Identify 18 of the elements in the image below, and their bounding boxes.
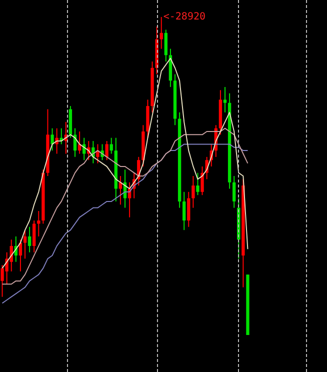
candlestick	[196, 172, 200, 196]
candlestick	[164, 29, 168, 62]
candlestick	[232, 176, 236, 208]
candlestick	[223, 86, 227, 113]
candlestick	[200, 166, 204, 196]
candlestick	[96, 144, 100, 164]
candlestick	[110, 137, 113, 154]
candlestick	[28, 226, 32, 253]
candlestick	[37, 210, 40, 237]
candlestick	[182, 191, 186, 231]
candlestick	[187, 191, 190, 228]
candlestick	[32, 220, 36, 253]
candlestick	[192, 176, 195, 208]
annotation: <-28920	[163, 12, 206, 23]
candlestick	[160, 16, 163, 50]
candlestick	[50, 128, 54, 152]
candlestick	[105, 140, 108, 161]
candlestick	[23, 230, 27, 260]
